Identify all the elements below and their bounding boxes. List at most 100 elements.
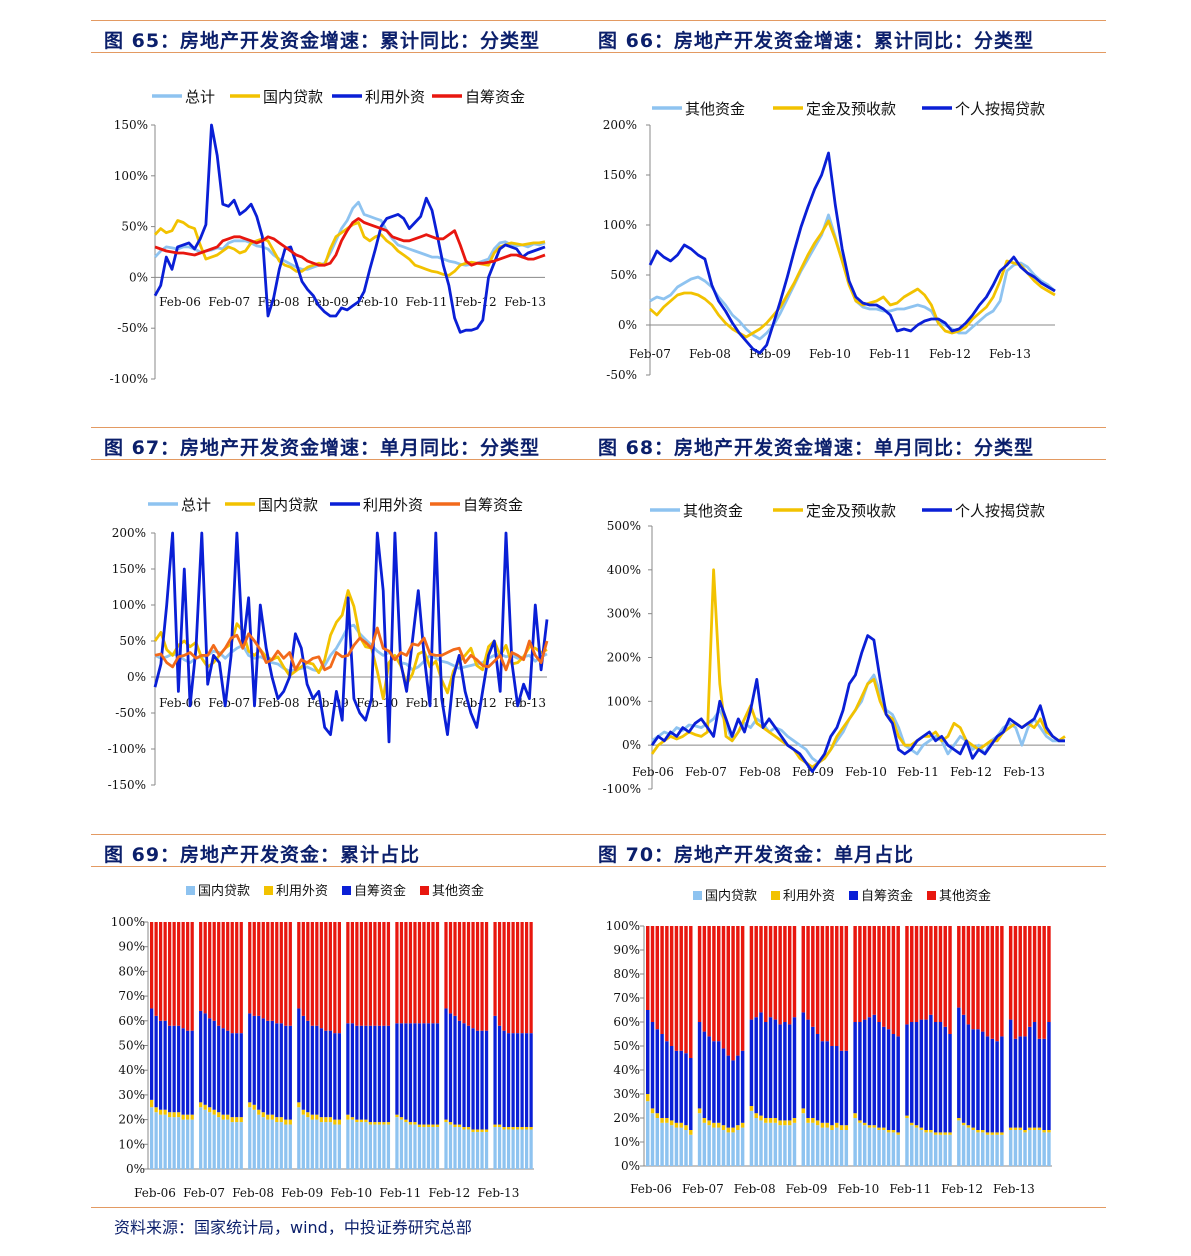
c68-y-tick-label: 200%: [607, 651, 641, 665]
c69-bar-domestic: [355, 1122, 359, 1169]
c69-x-tick-label: Feb-10: [330, 1186, 372, 1200]
c69-bar-domestic: [408, 1124, 413, 1169]
c69-bar-other: [493, 922, 497, 1016]
c70-bar-self: [862, 1019, 867, 1123]
c70-bar-other: [674, 926, 679, 1051]
c65-y-tick-label: 100%: [114, 169, 148, 183]
c69-bar-self: [524, 1033, 529, 1128]
c69-bar-domestic: [373, 1124, 377, 1169]
c67-y-tick-label: -100%: [108, 742, 146, 756]
c70-bar-domestic: [891, 1132, 896, 1166]
c67-x-tick-label: Feb-12: [455, 696, 497, 710]
c69-bar-self: [453, 1015, 457, 1125]
c69-bar-domestic: [462, 1129, 466, 1169]
c70-bar-other: [759, 926, 763, 1013]
c69-bar-self: [177, 1025, 181, 1113]
c69-bar-foreign: [186, 1114, 190, 1120]
c69-bar-foreign: [203, 1104, 207, 1110]
c69-bar-self: [284, 1025, 288, 1120]
c69-bar-other: [315, 922, 319, 1026]
c69-bar-foreign: [484, 1129, 489, 1132]
c70-bar-other: [778, 926, 782, 1025]
c69-bar-domestic: [190, 1119, 194, 1169]
c69-bar-domestic: [266, 1119, 270, 1169]
c70-bar-self: [981, 1031, 985, 1130]
c69-bar-foreign: [355, 1119, 359, 1123]
c70-bar-domestic: [830, 1130, 834, 1166]
c70-bar-other: [914, 926, 919, 1022]
c70-bar-other: [1000, 926, 1004, 1037]
c69-bar-self: [190, 1030, 194, 1115]
c69-bar-self: [506, 1033, 511, 1128]
c69-bar-self: [337, 1033, 341, 1120]
c70-bar-self: [740, 1050, 745, 1123]
c70-bar-self: [919, 1019, 924, 1128]
c65-x-tick-label: Feb-06: [159, 295, 201, 309]
c70-bar-other: [853, 926, 857, 1022]
c69-bar-other: [355, 922, 359, 1026]
c70-bar-other: [1008, 926, 1013, 1020]
c70-bar-other: [995, 926, 999, 1042]
c69-bar-foreign: [373, 1122, 377, 1125]
c69-bar-domestic: [502, 1129, 506, 1169]
c69-bar-self: [373, 1025, 377, 1123]
c69-y-tick-label: 80%: [118, 964, 145, 978]
c70-bar-other: [754, 926, 758, 1018]
c70-bar-domestic: [665, 1122, 669, 1166]
c70-bar-self: [731, 1060, 735, 1128]
c70-bar-foreign: [938, 1132, 943, 1135]
c70-bar-domestic: [981, 1132, 985, 1166]
c67-x-tick-label: Feb-07: [208, 696, 250, 710]
c70-bar-foreign: [882, 1127, 886, 1130]
c70-bar-foreign: [768, 1118, 773, 1123]
c70-legend-label: 国内贷款: [705, 888, 757, 904]
c66-y-tick-label: 200%: [603, 118, 637, 132]
c70-bar-domestic: [985, 1134, 990, 1166]
c65-x-tick-label: Feb-08: [258, 295, 300, 309]
c70-bar-domestic: [754, 1118, 758, 1166]
c69-x-tick-label: Feb-11: [379, 1186, 421, 1200]
c69-bar-self: [221, 1028, 225, 1115]
c70-bar-domestic: [660, 1122, 664, 1166]
c69-bar-foreign: [422, 1124, 426, 1128]
c70-bar-other: [1023, 926, 1027, 1037]
c70-bar-other: [740, 926, 745, 1051]
c70-bar-self: [679, 1050, 683, 1123]
c68-x-tick-label: Feb-10: [845, 765, 887, 779]
c69-bar-other: [524, 922, 529, 1034]
c70-bar-foreign: [929, 1130, 933, 1133]
c68-series-line-1: [651, 673, 1065, 765]
c70-x-tick-label: Feb-08: [734, 1182, 776, 1196]
c69-bar-self: [319, 1028, 323, 1118]
c70-x-tick-label: Feb-09: [786, 1182, 828, 1196]
c70-bar-other: [839, 926, 844, 1051]
c70-bar-self: [1032, 1022, 1037, 1128]
c70-bar-foreign: [702, 1118, 707, 1123]
c69-bar-foreign: [453, 1124, 457, 1128]
c70-bar-domestic: [844, 1130, 849, 1166]
c70-bar-domestic: [801, 1113, 805, 1166]
c70-bar-domestic: [1037, 1130, 1042, 1166]
c68-y-tick-label: 100%: [607, 694, 641, 708]
c69-bar-foreign: [350, 1117, 354, 1120]
c69-bar-self: [172, 1025, 176, 1113]
c70-bar-other: [697, 926, 702, 1022]
c70-y-tick-label: 40%: [613, 1063, 640, 1077]
c69-bar-foreign: [524, 1127, 529, 1130]
c70-x-tick-label: Feb-12: [941, 1182, 983, 1196]
c69-bar-other: [502, 922, 506, 1031]
c69-bar-self: [435, 1023, 440, 1125]
c70-bar-self: [966, 1024, 971, 1126]
c69-bar-self: [382, 1025, 386, 1123]
c70-legend-label: 自筹资金: [861, 888, 913, 904]
c70-bar-other: [773, 926, 778, 1020]
c69-bar-foreign: [462, 1127, 466, 1130]
c69-bar-foreign: [511, 1127, 515, 1130]
c69-bar-other: [520, 922, 524, 1034]
c70-x-tick-label: Feb-11: [889, 1182, 931, 1196]
c69-bar-foreign: [444, 1119, 448, 1123]
c70-bar-self: [943, 1026, 947, 1133]
c69-bar-foreign: [212, 1109, 216, 1115]
c69-bar-domestic: [457, 1127, 462, 1169]
